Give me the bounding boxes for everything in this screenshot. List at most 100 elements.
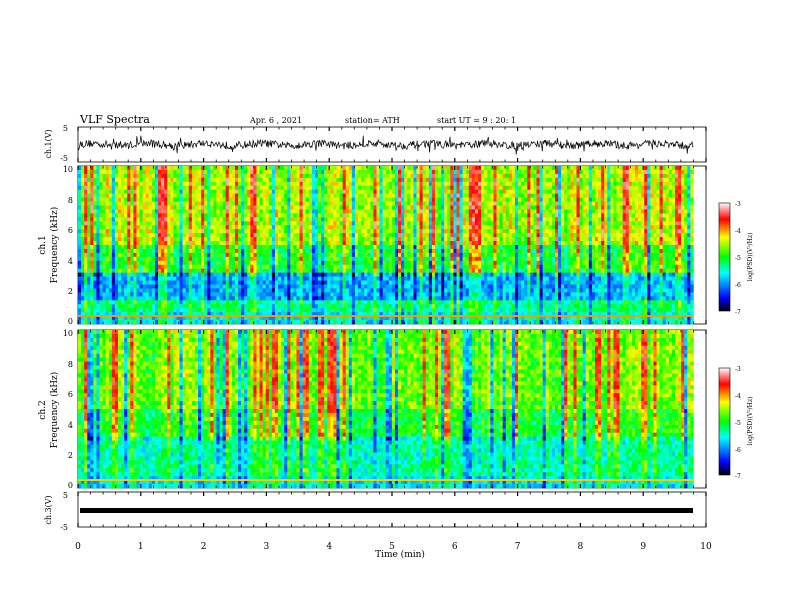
ch1-spec-cell xyxy=(327,185,331,190)
ch1-spec-cell xyxy=(287,173,291,179)
ch1-spec-cell xyxy=(521,248,525,254)
ch1-spec-cell xyxy=(114,185,119,190)
ch1-spec-cell xyxy=(598,177,602,183)
ch1-spec-cell xyxy=(687,229,691,234)
ch1-spec-cell xyxy=(231,233,236,238)
ch1-spec-cell xyxy=(613,173,617,179)
ch1-spec-cell xyxy=(296,181,300,187)
ch1-spec-cell xyxy=(481,169,485,175)
ch1-spec-cell xyxy=(613,205,617,210)
ch1-spec-cell xyxy=(336,201,340,206)
ch1-spec-cell xyxy=(401,173,405,179)
ch1-spec-cell xyxy=(111,245,116,250)
ch1-spec-cell xyxy=(302,185,307,190)
ch1-spec-cell xyxy=(259,233,263,238)
ch1-spec-cell xyxy=(447,237,451,242)
ch1-spec-cell xyxy=(191,225,196,230)
ch1-spec-cell xyxy=(231,209,236,214)
ch1-spec-cell xyxy=(545,225,550,230)
ch1-spec-cell xyxy=(308,245,313,250)
ch1-spec-cell xyxy=(536,256,540,262)
ch1-spec-cell xyxy=(256,185,260,190)
ch1-spec-cell xyxy=(570,205,574,210)
ch1-spec-cell xyxy=(345,189,350,194)
ch1-spec-cell xyxy=(561,197,565,202)
ch1-spec-cell xyxy=(256,252,260,258)
ch1-spec-cell xyxy=(228,225,233,230)
ch1-spec-cell xyxy=(434,209,439,214)
ch1-spec-cell xyxy=(536,260,540,266)
ch1-spec-cell xyxy=(176,177,180,183)
ch1-spec-cell xyxy=(281,256,285,262)
ch1-spec-cell xyxy=(536,217,540,222)
ch1-spec-cell xyxy=(647,248,651,254)
ch1-spec-cell xyxy=(678,213,682,218)
ch1-spec-cell xyxy=(490,252,494,258)
ch1-spec-cell xyxy=(164,169,168,175)
ch1-spec-cell xyxy=(674,205,679,210)
ch1-spec-cell xyxy=(87,233,91,238)
ch1-spec-cell xyxy=(93,225,97,230)
ch1-spec-cell xyxy=(490,201,494,206)
ch1-spec-cell xyxy=(259,225,263,230)
ch1-spec-cell xyxy=(468,173,473,179)
ch1-spec-cell xyxy=(551,169,556,175)
ch1-spec-cell xyxy=(302,193,307,198)
ch1-spec-cell xyxy=(662,256,667,262)
ch1-spec-cell xyxy=(354,237,359,242)
ch1-spec-cell xyxy=(416,241,420,246)
ch1-spec-cell xyxy=(613,229,617,234)
ch1-spec-cell xyxy=(419,181,423,187)
ch1-spec-cell xyxy=(644,245,648,250)
ch1-spec-cell xyxy=(188,185,193,190)
ch1-spec-cell xyxy=(576,169,580,175)
ch1-spec-cell xyxy=(665,185,670,190)
ch1-spec-cell xyxy=(376,260,380,266)
ch1-spec-cell xyxy=(508,177,513,183)
ch1-spec-cell xyxy=(604,185,608,190)
ch1-spec-cell xyxy=(533,221,537,226)
ch1-spec-cell xyxy=(244,169,248,175)
ch1-spec-cell xyxy=(271,177,276,183)
ch1-spec-cell xyxy=(370,217,374,222)
ch1-spec-cell xyxy=(281,213,285,218)
ch1-spec-cell xyxy=(419,260,423,266)
ch1-spec-cell xyxy=(216,166,220,171)
ch1-spec-cell xyxy=(499,260,503,266)
ch1-spec-cell xyxy=(653,189,657,194)
ch1-spec-cell xyxy=(336,173,340,179)
ch1-spec-cell xyxy=(438,189,442,194)
ch1-spec-cell xyxy=(354,233,359,238)
ch1-spec-cell xyxy=(438,169,442,175)
ch1-spec-cell xyxy=(398,225,402,230)
ch1-spec-cell xyxy=(631,237,636,242)
ch1-spec-cell xyxy=(302,213,307,218)
ch1-spec-cell xyxy=(674,197,679,202)
ch1-spec-cell xyxy=(201,197,205,202)
ch1-spec-cell xyxy=(650,181,654,187)
ch1-spec-cell xyxy=(78,169,82,175)
ch1-spec-cell xyxy=(416,181,420,187)
ch1-spec-cell xyxy=(93,181,97,187)
ch1-spec-cell xyxy=(478,181,482,187)
ch1-spec-cell xyxy=(216,173,220,179)
ch1-spec-cell xyxy=(284,189,288,194)
ch1-spec-cell xyxy=(407,189,411,194)
ch1-spec-cell xyxy=(139,197,143,202)
ch1-spec-cell xyxy=(265,229,270,234)
ch1-spec-cell xyxy=(521,177,525,183)
ch1-spec-cell xyxy=(644,181,648,187)
ch1-spec-cell xyxy=(219,213,223,218)
ch1-spec-cell xyxy=(253,177,257,183)
ch1-spec-cell xyxy=(228,181,233,187)
ch1-spec-cell xyxy=(333,209,337,214)
ch1-spec-cell xyxy=(228,189,233,194)
ch1-spec-cell xyxy=(625,213,630,218)
ch1-spec-cell xyxy=(518,252,522,258)
ch1-spec-cell xyxy=(247,185,251,190)
ch1-spec-cell xyxy=(139,248,143,254)
ch1-spec-cell xyxy=(644,248,648,254)
ch1-spec-cell xyxy=(302,205,307,210)
ch1-spec-cell xyxy=(105,197,110,202)
ch1-spec-cell xyxy=(238,205,242,210)
